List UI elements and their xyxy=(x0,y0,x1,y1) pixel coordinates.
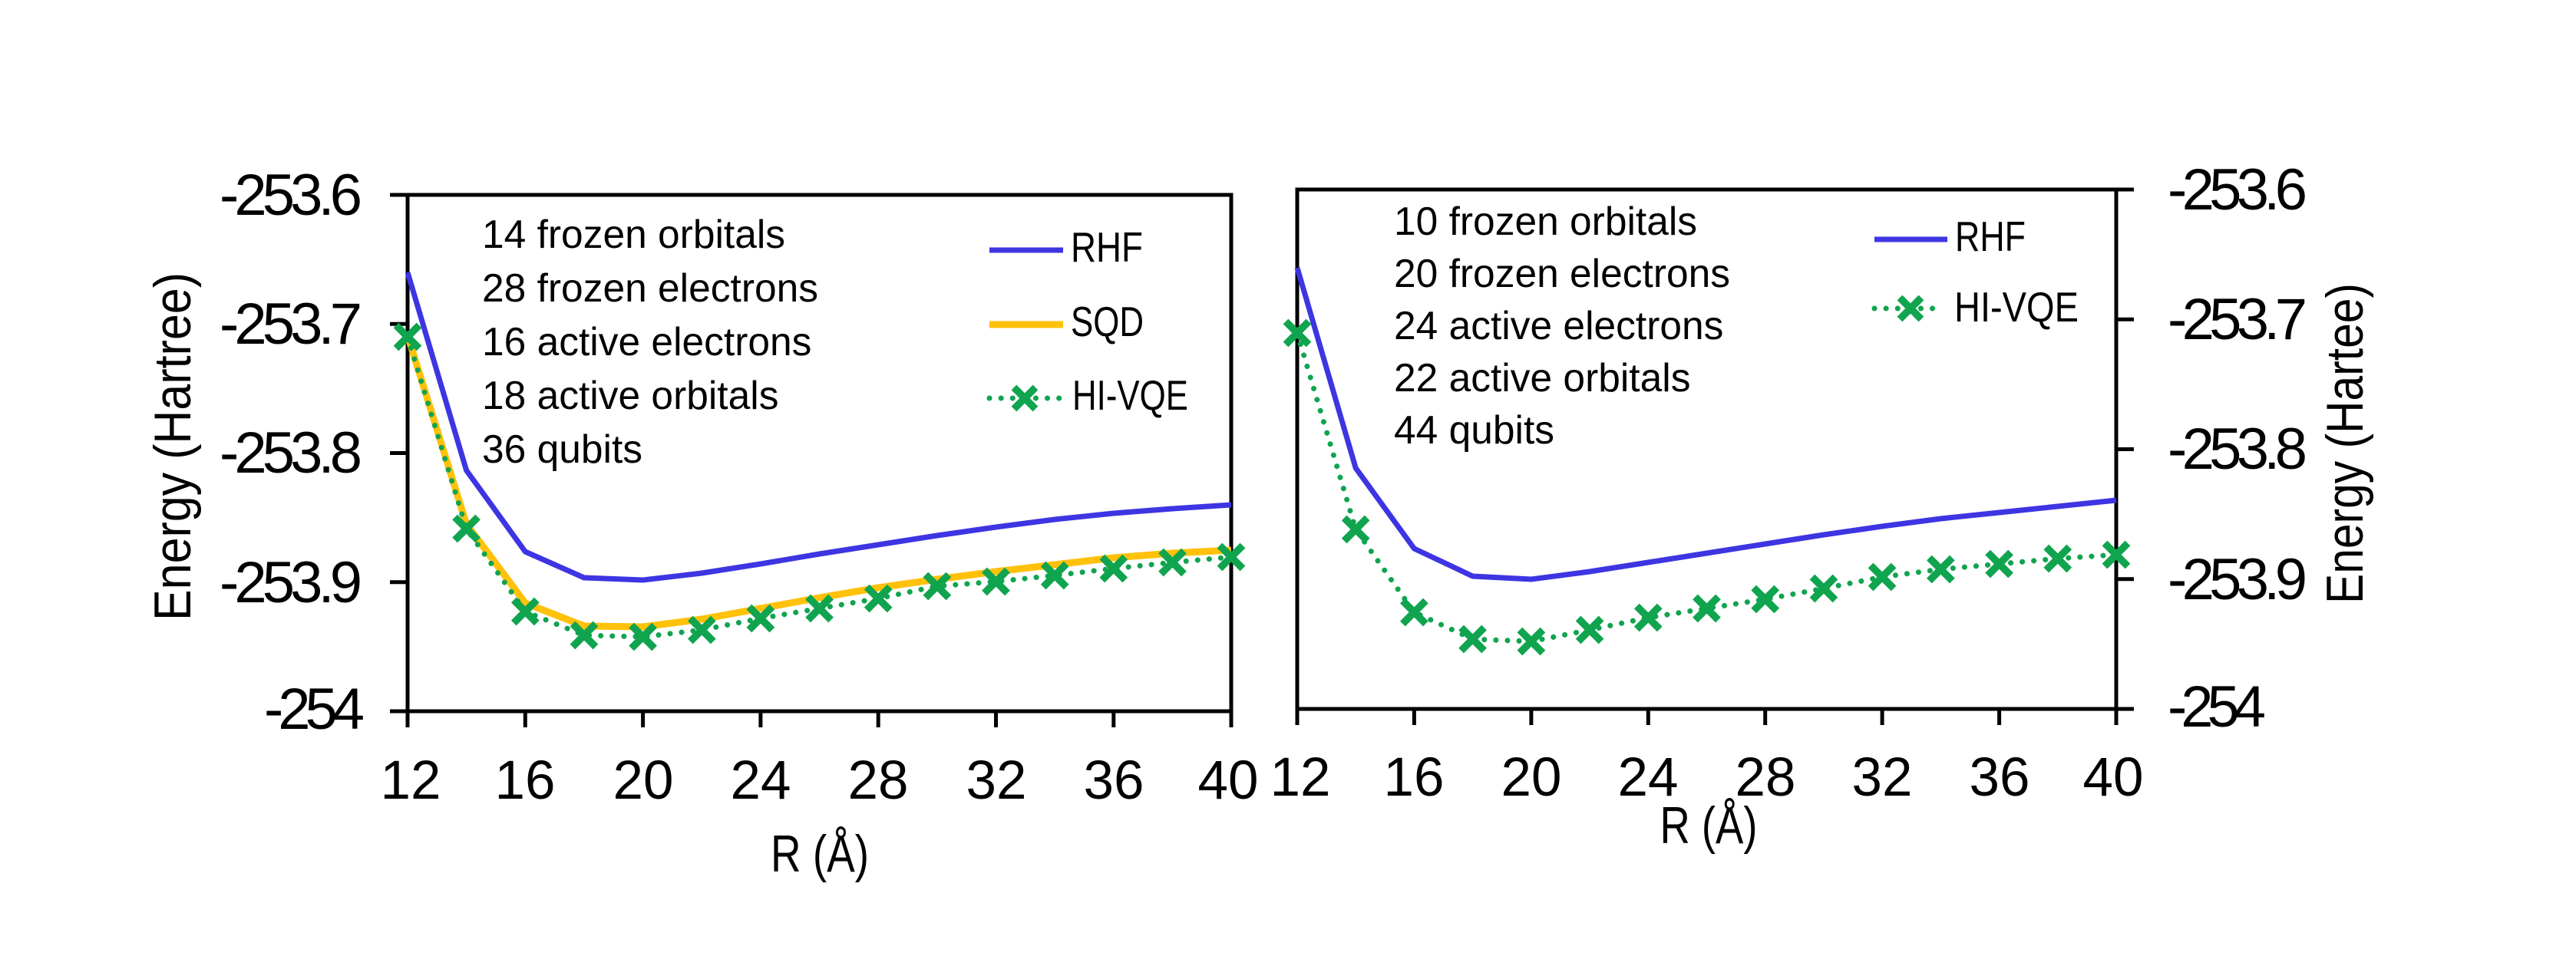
svg-text:-253.6: -253.6 xyxy=(220,163,362,228)
svg-text:20 frozen electrons: 20 frozen electrons xyxy=(1394,251,1730,295)
svg-text:36: 36 xyxy=(1084,750,1144,811)
svg-text:28: 28 xyxy=(848,750,909,811)
svg-text:RHF: RHF xyxy=(1071,223,1143,271)
svg-text:12: 12 xyxy=(381,750,441,811)
svg-text:36: 36 xyxy=(1970,747,2030,808)
svg-text:-253.9: -253.9 xyxy=(220,550,362,615)
svg-text:R (Å): R (Å) xyxy=(771,825,869,883)
svg-text:18 active orbitals: 18 active orbitals xyxy=(482,373,778,417)
svg-text:36 qubits: 36 qubits xyxy=(482,427,642,471)
svg-text:-253.8: -253.8 xyxy=(2168,417,2307,482)
svg-text:12: 12 xyxy=(1270,747,1331,808)
svg-text:14 frozen orbitals: 14 frozen orbitals xyxy=(482,212,785,256)
svg-text:20: 20 xyxy=(1501,747,1562,808)
svg-text:28 frozen electrons: 28 frozen electrons xyxy=(482,265,818,310)
svg-text:-254: -254 xyxy=(264,677,365,742)
svg-text:44 qubits: 44 qubits xyxy=(1394,407,1554,452)
svg-text:16: 16 xyxy=(495,750,556,811)
svg-text:-254: -254 xyxy=(2168,674,2266,740)
svg-text:24 active electrons: 24 active electrons xyxy=(1394,303,1723,348)
svg-text:22 active orbitals: 22 active orbitals xyxy=(1394,355,1690,400)
svg-text:32: 32 xyxy=(966,750,1027,811)
svg-text:20: 20 xyxy=(613,750,674,811)
svg-text:-253.8: -253.8 xyxy=(220,420,362,486)
svg-text:24: 24 xyxy=(731,750,791,811)
svg-text:32: 32 xyxy=(1852,747,1913,808)
svg-text:-253.7: -253.7 xyxy=(220,292,362,357)
svg-text:RHF: RHF xyxy=(1955,213,2026,260)
svg-text:16 active electrons: 16 active electrons xyxy=(482,319,811,364)
svg-text:HI-VQE: HI-VQE xyxy=(1072,371,1188,419)
svg-text:40: 40 xyxy=(2083,747,2144,808)
svg-text:28: 28 xyxy=(1735,747,1796,808)
svg-text:-253.9: -253.9 xyxy=(2168,547,2307,612)
svg-text:-253.6: -253.6 xyxy=(2168,157,2307,222)
svg-text:10 frozen orbitals: 10 frozen orbitals xyxy=(1394,199,1697,243)
svg-text:SQD: SQD xyxy=(1071,298,1144,345)
svg-text:R (Å): R (Å) xyxy=(1660,796,1758,855)
svg-text:40: 40 xyxy=(1198,750,1259,811)
svg-text:16: 16 xyxy=(1384,747,1445,808)
svg-text:Energy (Hartee): Energy (Hartee) xyxy=(2316,283,2374,604)
svg-text:HI-VQE: HI-VQE xyxy=(1954,283,2079,331)
svg-text:Energy (Hartree): Energy (Hartree) xyxy=(144,272,202,621)
svg-text:24: 24 xyxy=(1618,747,1679,808)
svg-text:-253.7: -253.7 xyxy=(2168,287,2307,352)
